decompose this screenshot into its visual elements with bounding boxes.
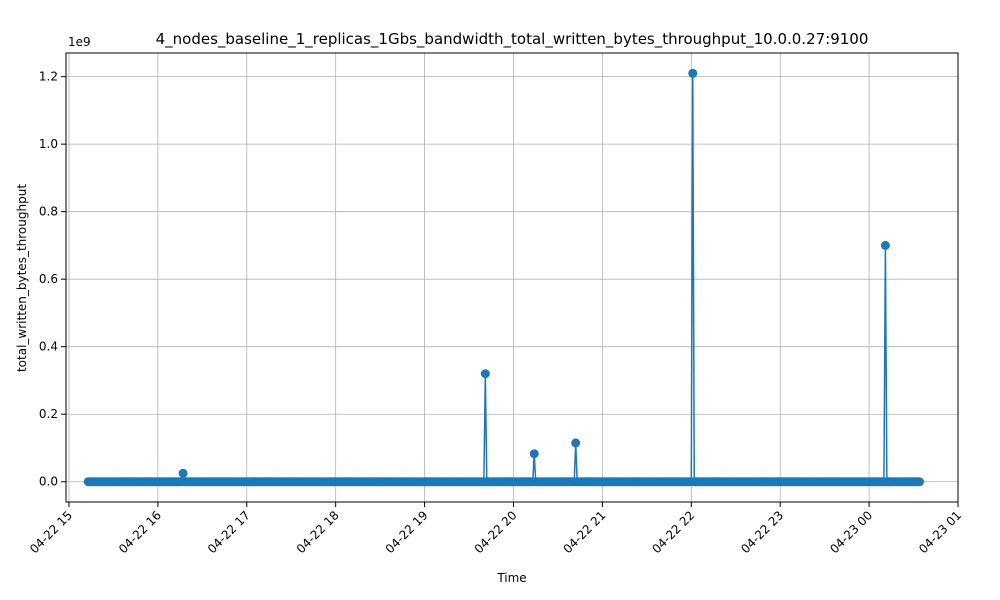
y-tick-label: 0.2 xyxy=(39,407,58,421)
x-tick-label: 04-23 01 xyxy=(916,508,964,556)
x-tick-label: 04-22 17 xyxy=(205,508,253,556)
x-tick-label: 04-22 15 xyxy=(27,508,75,556)
y-axis: 0.0 0.2 0.4 0.6 0.8 1.0 1.2 xyxy=(39,70,66,489)
y-axis-title: total_written_bytes_throughput xyxy=(15,184,29,372)
y-tick-label: 1.2 xyxy=(39,70,58,84)
series-line xyxy=(88,72,920,483)
x-tick-label: 04-22 18 xyxy=(294,508,342,556)
y-tick-label: 1.0 xyxy=(39,137,58,151)
plot-frame xyxy=(65,52,959,503)
x-axis-title: Time xyxy=(496,571,526,585)
y-offset-label: 1e9 xyxy=(68,35,91,49)
x-tick-label: 04-22 20 xyxy=(472,508,520,556)
x-tick-label: 04-23 00 xyxy=(827,508,875,556)
x-tick-label: 04-22 22 xyxy=(649,508,697,556)
series-layer xyxy=(83,68,924,487)
y-tick-label: 0.6 xyxy=(39,272,58,286)
y-tick-label: 0.0 xyxy=(39,475,58,489)
data-point xyxy=(480,369,490,379)
y-tick-label: 0.8 xyxy=(39,205,58,219)
x-tick-label: 04-22 21 xyxy=(560,508,608,556)
data-point xyxy=(178,468,188,478)
data-point xyxy=(688,68,698,78)
y-tick-label: 0.4 xyxy=(39,340,58,354)
chart-title: 4_nodes_baseline_1_replicas_1Gbs_bandwid… xyxy=(156,30,869,49)
data-point xyxy=(571,438,581,448)
grid-layer xyxy=(66,53,959,502)
x-tick-label: 04-22 23 xyxy=(738,508,786,556)
data-point xyxy=(914,477,924,487)
data-point xyxy=(529,449,539,459)
x-tick-label: 04-22 19 xyxy=(383,508,431,556)
data-point xyxy=(880,240,890,250)
x-axis: 04-22 15 04-22 16 04-22 17 04-22 18 04-22 19… xyxy=(27,502,964,556)
x-tick-label: 04-22 16 xyxy=(116,508,164,556)
